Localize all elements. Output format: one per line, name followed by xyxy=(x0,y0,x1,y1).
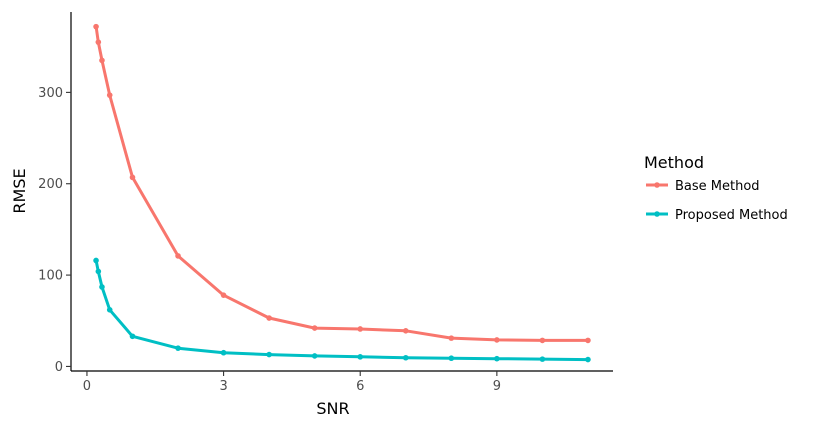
series-0-point xyxy=(494,337,500,343)
series-1-point xyxy=(266,351,272,358)
x-tick-label: 3 xyxy=(219,379,227,394)
legend-key-base-point xyxy=(654,182,660,188)
series-0-point xyxy=(175,253,181,259)
series-line-0 xyxy=(94,25,590,342)
series-1-point xyxy=(175,345,181,351)
series-1-point xyxy=(99,284,105,290)
axes: 0 3 6 9 0 100 200 300 xyxy=(38,12,613,394)
series-0-point xyxy=(402,328,409,334)
y-tick-label: 300 xyxy=(38,86,63,101)
series-0-point xyxy=(448,335,455,341)
x-tick-label: 6 xyxy=(356,379,364,394)
series-1-point xyxy=(539,356,546,362)
x-axis-title: SNR xyxy=(316,399,349,418)
series-1-point xyxy=(494,355,500,362)
legend-title: Method xyxy=(644,153,704,172)
series-1-point xyxy=(448,355,455,362)
series-1-point xyxy=(95,268,102,275)
series-0-point xyxy=(585,337,591,344)
x-tick-label: 9 xyxy=(493,379,501,394)
series-0-point xyxy=(95,39,102,45)
series-0-point xyxy=(539,337,546,344)
plot-area xyxy=(93,23,591,363)
series-0-point xyxy=(220,292,227,298)
series-0-point xyxy=(266,315,272,321)
series-0-point xyxy=(93,23,99,30)
series-1-point xyxy=(402,354,409,361)
legend-item-base: Base Method xyxy=(646,179,760,194)
y-axis-title: RMSE xyxy=(10,168,29,213)
series-1-point xyxy=(106,306,113,313)
series-line-1 xyxy=(94,259,590,362)
x-tick-label: 0 xyxy=(83,379,91,394)
y-tick-label: 100 xyxy=(38,269,63,284)
legend: Method Base Method Proposed Method xyxy=(644,153,788,223)
legend-item-proposed: Proposed Method xyxy=(646,208,788,223)
y-tick-label: 0 xyxy=(55,360,63,375)
legend-key-proposed-point xyxy=(654,211,660,217)
series-0-point xyxy=(129,174,136,181)
series-0-point xyxy=(357,326,364,332)
series-1-point xyxy=(93,257,99,264)
legend-label-base: Base Method xyxy=(675,179,760,194)
series-1-point xyxy=(220,349,227,356)
series-1-point xyxy=(129,333,136,340)
series-0-point xyxy=(99,57,105,64)
series-1-point xyxy=(585,356,591,363)
legend-label-proposed: Proposed Method xyxy=(675,208,788,223)
y-tick-label: 200 xyxy=(38,177,63,192)
series-1-point xyxy=(357,354,364,360)
series-1-point xyxy=(311,353,318,359)
series-0-point xyxy=(311,325,318,331)
series-0-point xyxy=(106,92,113,98)
